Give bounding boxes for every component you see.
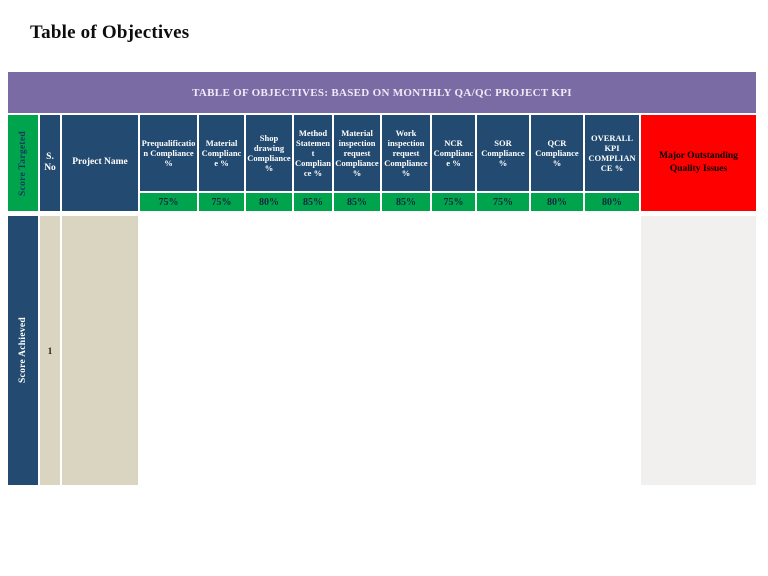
col-header-overall-kpi-compliance: OVERALL KPI COMPLIANCE %: [585, 115, 639, 191]
cell-major-outstanding-issues: [641, 216, 756, 485]
row-label-score-targeted: Score Targeted: [8, 115, 38, 211]
target-value-material-inspection-request-compliance: 85%: [334, 193, 380, 211]
col-header-project-name: Project Name: [62, 115, 138, 211]
target-value-shop-drawing-compliance: 80%: [246, 193, 292, 211]
col-header-s-no: S. No: [40, 115, 60, 211]
col-header-material-compliance: Material Compliance %: [199, 115, 244, 191]
col-header-major-outstanding-issues: Major Outstanding Quality Issues: [641, 115, 756, 211]
table-body-row: Score Achieved 1: [8, 216, 756, 485]
target-value-prequalification-compliance: 75%: [140, 193, 197, 211]
table-header: Score Targeted S. No Project Name Major …: [8, 115, 756, 211]
row-label-score-achieved: Score Achieved: [8, 216, 38, 485]
target-value-material-compliance: 75%: [199, 193, 244, 211]
objectives-table: TABLE OF OBJECTIVES: BASED ON MONTHLY QA…: [8, 72, 756, 485]
col-header-work-inspection-request-compliance: Work inspection request Compliance %: [382, 115, 430, 191]
target-value-sor-compliance: 75%: [477, 193, 529, 211]
target-value-work-inspection-request-compliance: 85%: [382, 193, 430, 211]
page-title: Table of Objectives: [30, 22, 190, 43]
cell-s-no: 1: [40, 216, 60, 485]
target-value-ncr-compliance: 75%: [432, 193, 475, 211]
table-banner: TABLE OF OBJECTIVES: BASED ON MONTHLY QA…: [8, 72, 756, 113]
target-value-overall-kpi-compliance: 80%: [585, 193, 639, 211]
col-header-material-inspection-request-compliance: Material inspection request Compliance %: [334, 115, 380, 191]
col-header-prequalification-compliance: Prequalification Compliance %: [140, 115, 197, 191]
col-header-ncr-compliance: NCR Compliance %: [432, 115, 475, 191]
target-value-method-statement-compliance: 85%: [294, 193, 332, 211]
col-header-method-statement-compliance: Method Statement Compliance %: [294, 115, 332, 191]
col-header-shop-drawing-compliance: Shop drawing Compliance %: [246, 115, 292, 191]
col-header-qcr-compliance: QCR Compliance %: [531, 115, 583, 191]
cell-project-name: [62, 216, 138, 485]
target-value-qcr-compliance: 80%: [531, 193, 583, 211]
col-header-sor-compliance: SOR Compliance %: [477, 115, 529, 191]
